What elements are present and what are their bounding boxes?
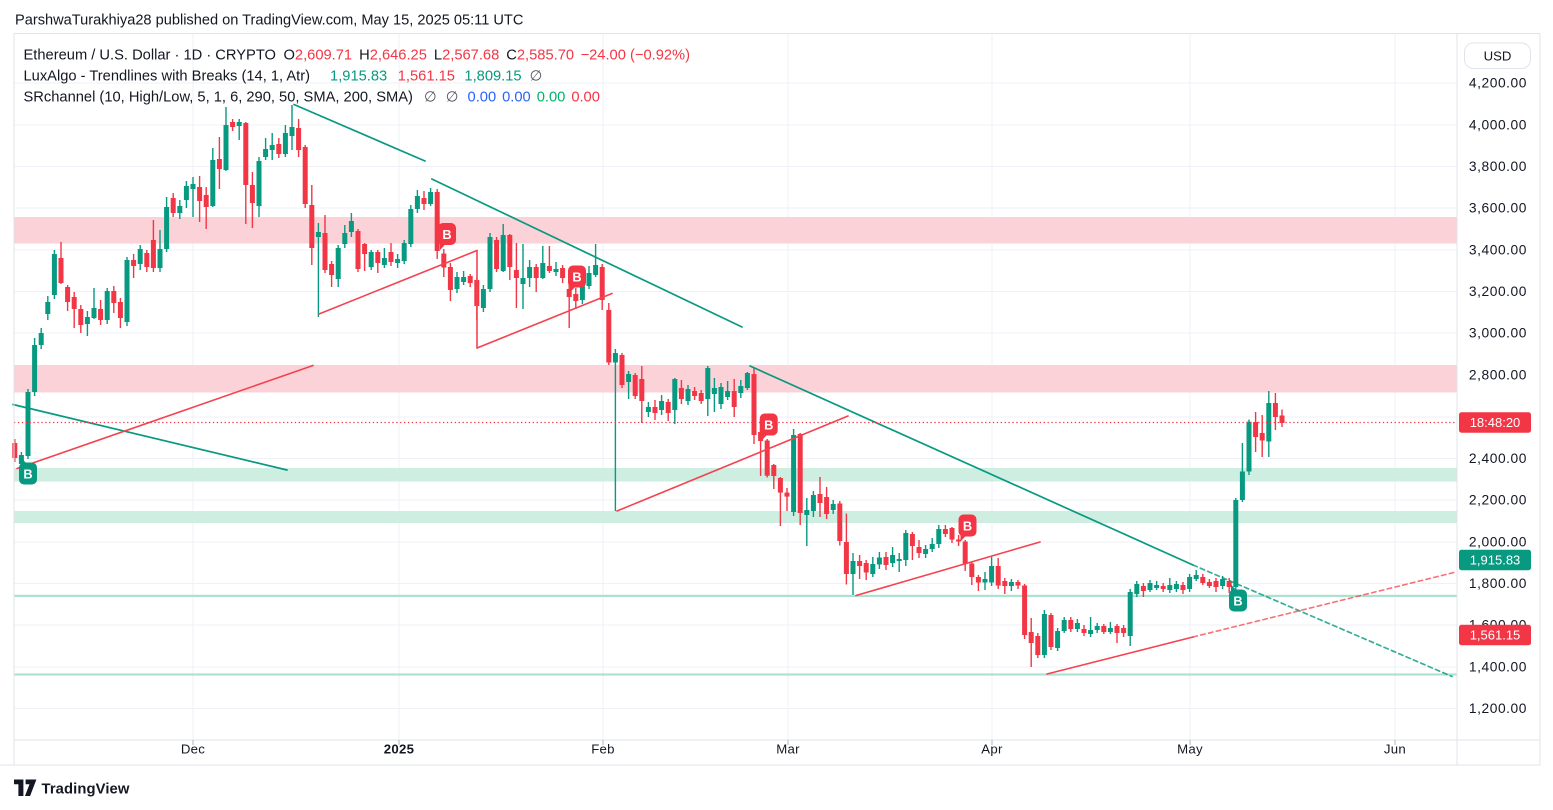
svg-text:1,561.15: 1,561.15 <box>1470 628 1521 643</box>
svg-text:2,400.00: 2,400.00 <box>1469 451 1527 466</box>
svg-text:B: B <box>764 417 773 432</box>
svg-text:Jun: Jun <box>1384 742 1406 757</box>
svg-text:B: B <box>1233 593 1242 608</box>
svg-text:2,800.00: 2,800.00 <box>1469 368 1527 383</box>
svg-text:4,200.00: 4,200.00 <box>1469 76 1527 91</box>
svg-text:Feb: Feb <box>591 742 615 757</box>
svg-text:3,000.00: 3,000.00 <box>1469 326 1527 341</box>
svg-text:2025: 2025 <box>384 742 415 757</box>
svg-text:TradingView: TradingView <box>42 782 130 798</box>
svg-text:18:48:20: 18:48:20 <box>1470 415 1521 430</box>
svg-text:Dec: Dec <box>181 742 205 757</box>
svg-text:SRchannel (10, High/Low, 5, 1,: SRchannel (10, High/Low, 5, 1, 6, 290, 5… <box>24 90 600 106</box>
svg-text:1,400.00: 1,400.00 <box>1469 660 1527 675</box>
svg-text:LuxAlgo - Trendlines with Brea: LuxAlgo - Trendlines with Breaks (14, 1,… <box>24 69 543 85</box>
svg-text:2,000.00: 2,000.00 <box>1469 535 1527 550</box>
svg-text:B: B <box>23 466 32 481</box>
svg-text:1,915.83: 1,915.83 <box>1470 553 1521 568</box>
svg-text:USD: USD <box>1484 49 1512 64</box>
svg-text:1,200.00: 1,200.00 <box>1469 701 1527 716</box>
svg-text:3,200.00: 3,200.00 <box>1469 284 1527 299</box>
svg-text:3,400.00: 3,400.00 <box>1469 243 1527 258</box>
svg-text:3,800.00: 3,800.00 <box>1469 159 1527 174</box>
svg-text:Mar: Mar <box>776 742 800 757</box>
svg-text:4,000.00: 4,000.00 <box>1469 118 1527 133</box>
svg-text:Apr: Apr <box>981 742 1003 757</box>
svg-text:ParshwaTurakhiya28 published o: ParshwaTurakhiya28 published on TradingV… <box>15 13 523 29</box>
svg-text:2,200.00: 2,200.00 <box>1469 493 1527 508</box>
svg-text:B: B <box>442 227 451 242</box>
svg-text:1,800.00: 1,800.00 <box>1469 576 1527 591</box>
svg-text:3,600.00: 3,600.00 <box>1469 201 1527 216</box>
svg-text:May: May <box>1177 742 1203 757</box>
svg-text:B: B <box>572 269 581 284</box>
svg-text:B: B <box>963 518 972 533</box>
